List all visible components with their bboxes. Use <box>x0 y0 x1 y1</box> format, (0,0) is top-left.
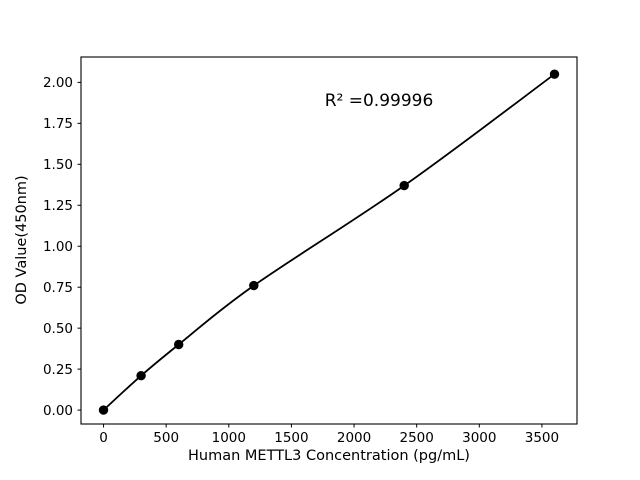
y-tick-label: 1.50 <box>43 157 73 173</box>
y-tick-label: 0.75 <box>43 280 73 296</box>
x-tick-label: 2500 <box>399 430 433 446</box>
data-series <box>98 69 560 415</box>
x-tick-label: 3500 <box>525 430 559 446</box>
x-tick-label: 3000 <box>462 430 496 446</box>
r-squared-annotation: R² =0.99996 <box>325 91 434 111</box>
y-tick-label: 0.25 <box>43 362 73 378</box>
plot-area-border <box>80 56 578 425</box>
data-point <box>399 180 409 191</box>
x-tick-label: 1500 <box>274 430 308 446</box>
y-axis-label: OD Value(450nm) <box>14 175 30 304</box>
data-point <box>549 69 560 79</box>
x-axis-ticks: 0 500 1000 1500 2000 2500 3000 3500 <box>99 424 559 446</box>
fit-line <box>102 73 556 411</box>
x-axis-label: Human METTL3 Concentration (pg/mL) <box>188 448 470 464</box>
x-tick-label: 0 <box>99 430 108 446</box>
x-tick-label: 500 <box>153 430 179 446</box>
y-tick-label: 1.25 <box>43 198 73 214</box>
x-tick-label: 1000 <box>212 430 246 446</box>
data-point <box>174 339 184 350</box>
data-point <box>98 405 109 415</box>
y-tick-label: 1.75 <box>43 116 73 132</box>
y-axis-ticks: 0.00 0.25 0.50 0.75 1.00 1.25 1.50 1.75 2.00 <box>43 75 81 419</box>
data-point <box>249 280 259 291</box>
x-tick-label: 2000 <box>337 430 371 446</box>
data-point <box>136 371 146 381</box>
y-tick-label: 0.00 <box>43 403 73 419</box>
y-tick-label: 0.50 <box>43 321 73 337</box>
y-tick-label: 2.00 <box>43 75 73 91</box>
y-tick-label: 1.00 <box>43 239 73 255</box>
